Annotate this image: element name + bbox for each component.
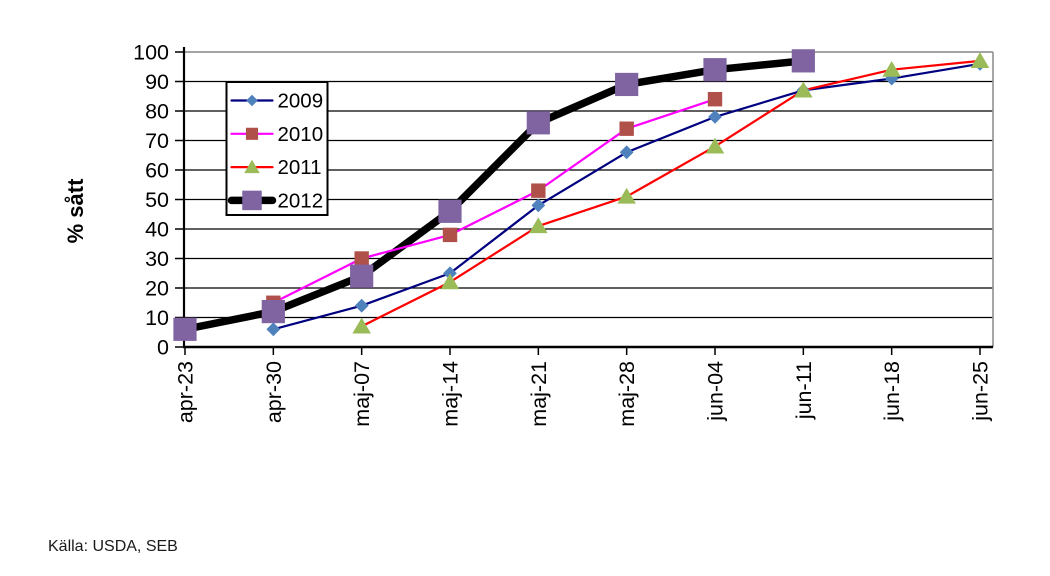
- legend-label-2010: 2010: [278, 123, 324, 146]
- y-tick-label: 30: [145, 247, 169, 271]
- x-tick-label: jun-11: [792, 361, 816, 420]
- marker-2009: [443, 266, 457, 281]
- marker-2009: [708, 110, 722, 124]
- x-tick-label: maj-14: [439, 361, 463, 427]
- y-tick-label: 60: [145, 159, 169, 183]
- legend-marker-2010: [245, 127, 259, 140]
- marker-2012: [791, 49, 815, 73]
- y-tick-label: 20: [145, 277, 169, 301]
- marker-2012: [350, 264, 374, 288]
- y-tick-label: 90: [145, 70, 169, 94]
- marker-2010: [442, 227, 458, 243]
- x-tick-label: apr-30: [262, 361, 286, 423]
- x-tick-label: maj-21: [527, 361, 551, 427]
- source-note: Källa: USDA, SEB: [48, 538, 178, 555]
- x-tick-label: jun-18: [880, 361, 904, 422]
- marker-2011: [705, 137, 725, 154]
- x-tick-label: maj-28: [615, 361, 639, 427]
- marker-2012: [261, 300, 285, 324]
- y-tick-label: 50: [145, 188, 169, 212]
- marker-2011: [440, 273, 460, 290]
- y-tick-label: 80: [145, 100, 169, 124]
- marker-2012: [173, 317, 197, 341]
- marker-2009: [354, 298, 369, 313]
- x-tick-label: jun-04: [704, 361, 728, 422]
- marker-2011: [352, 317, 371, 334]
- series-line-2012: [181, 57, 808, 334]
- y-tick-label: 100: [133, 41, 169, 65]
- legend-label-2012: 2012: [278, 189, 324, 212]
- marker-2012: [526, 111, 550, 135]
- y-tick-label: 40: [145, 218, 169, 242]
- marker-2011: [970, 52, 990, 68]
- legend-marker-2012: [242, 190, 262, 211]
- legend-marker-2011: [244, 159, 260, 174]
- marker-2012: [615, 72, 639, 97]
- marker-2009: [266, 322, 281, 337]
- legend-label-2009: 2009: [278, 90, 324, 113]
- y-axis-title: % sått: [63, 178, 88, 244]
- x-tick-label: jun-25: [969, 361, 993, 422]
- x-tick-label: apr-23: [174, 361, 198, 423]
- marker-2010: [531, 183, 546, 198]
- marker-2009: [619, 145, 634, 160]
- marker-2010: [619, 121, 634, 136]
- series-line-2010: [272, 98, 717, 304]
- marker-2011: [529, 217, 548, 234]
- y-tick-label: 10: [145, 306, 169, 330]
- series-line-2011: [360, 59, 982, 328]
- marker-2010: [354, 251, 369, 266]
- y-tick-label: 0: [157, 336, 169, 360]
- marker-2010: [707, 92, 723, 107]
- marker-2009: [531, 198, 546, 213]
- marker-2011: [794, 81, 813, 98]
- legend-marker-2009: [246, 94, 258, 107]
- y-tick-label: 70: [145, 129, 169, 153]
- legend-label-2011: 2011: [278, 156, 322, 179]
- x-tick-label: maj-07: [350, 361, 374, 427]
- marker-2012: [703, 58, 727, 82]
- marker-2011: [882, 61, 901, 77]
- marker-2012: [438, 199, 462, 223]
- marker-2011: [617, 187, 636, 204]
